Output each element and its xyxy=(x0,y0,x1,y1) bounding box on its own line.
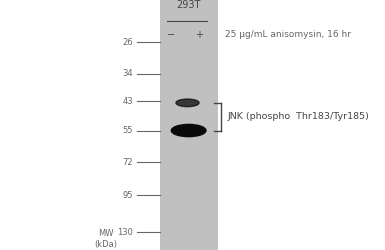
Text: 130: 130 xyxy=(117,228,133,236)
Text: 25 μg/mL anisomysin, 16 hr: 25 μg/mL anisomysin, 16 hr xyxy=(225,30,351,39)
Ellipse shape xyxy=(171,124,206,137)
Text: 43: 43 xyxy=(122,97,133,106)
Bar xyxy=(160,0,218,250)
Text: 34: 34 xyxy=(122,69,133,78)
Text: 26: 26 xyxy=(122,38,133,46)
Text: −: − xyxy=(166,30,175,40)
Text: 72: 72 xyxy=(122,158,133,167)
Text: +: + xyxy=(195,30,203,40)
Text: MW
(kDa): MW (kDa) xyxy=(94,229,117,249)
Text: 95: 95 xyxy=(122,190,133,200)
Text: 293T: 293T xyxy=(176,0,201,10)
Text: 55: 55 xyxy=(122,126,133,135)
Text: JNK (phospho  Thr183/Tyr185): JNK (phospho Thr183/Tyr185) xyxy=(227,112,369,121)
Ellipse shape xyxy=(176,99,199,107)
